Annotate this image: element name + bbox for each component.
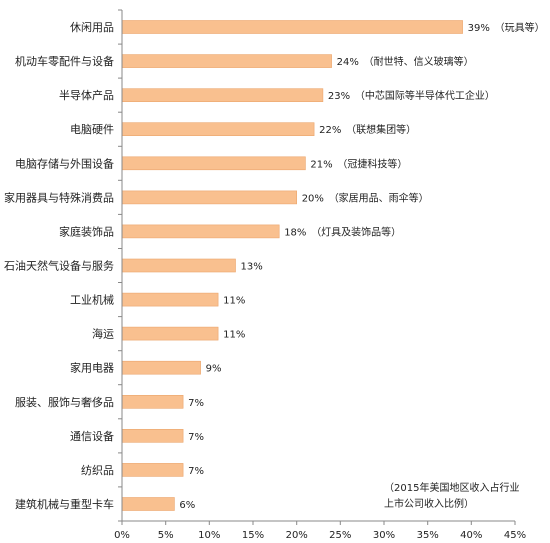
value-label: 23%	[328, 91, 350, 102]
category-label: 家用电器	[70, 361, 114, 375]
value-label: 6%	[179, 500, 195, 511]
value-label: 7%	[188, 398, 204, 409]
value-label: 18%	[284, 227, 306, 238]
value-label: 11%	[223, 330, 245, 341]
note-label: （玩具等）	[495, 21, 545, 34]
value-label: 13%	[241, 262, 263, 273]
x-tick-label: 20%	[286, 530, 308, 541]
x-tick-label: 0%	[114, 530, 130, 541]
value-label: 7%	[188, 432, 204, 443]
x-tick-label: 10%	[198, 530, 220, 541]
bar	[121, 54, 332, 68]
x-tick-label: 25%	[329, 530, 351, 541]
bar	[121, 20, 463, 34]
labels-layer: 休闲用品 39% （玩具等） 机动车零配件与设备 24% （耐世特、信义玻璃等） 半导体产品…	[4, 20, 545, 511]
bar	[121, 258, 236, 273]
chart-annotation-line-1: （2015年美国地区收入占行业	[384, 481, 519, 494]
value-label: 9%	[206, 364, 222, 375]
bar	[121, 156, 306, 171]
bar	[121, 190, 297, 205]
bar	[121, 88, 324, 102]
bar	[121, 497, 175, 511]
bar	[121, 394, 184, 409]
category-label: 通信设备	[70, 429, 114, 443]
value-label: 20%	[302, 193, 324, 204]
note-label: （冠捷科技等）	[337, 157, 407, 170]
bar	[121, 292, 219, 307]
category-label: 家庭装饰品	[59, 224, 114, 238]
x-tick-label: 35%	[417, 530, 439, 541]
bar	[121, 326, 219, 341]
x-tick-label: 40%	[460, 530, 482, 541]
category-label: 石油天然气设备与服务	[4, 259, 114, 273]
bar	[121, 360, 201, 375]
value-label: 39%	[468, 23, 490, 34]
x-tick-label: 5%	[158, 530, 174, 541]
x-tick-label: 30%	[373, 530, 395, 541]
note-label: （耐世特、信义玻璃等）	[364, 55, 474, 68]
note-label: （家居用品、雨伞等）	[329, 191, 429, 204]
category-label: 休闲用品	[70, 20, 114, 34]
category-label: 纺织品	[81, 463, 114, 477]
bar	[121, 122, 315, 136]
category-label: 机动车零配件与设备	[15, 54, 114, 68]
bar	[121, 428, 184, 443]
value-label: 22%	[319, 125, 341, 136]
x-tick-label: 15%	[242, 530, 264, 541]
category-label: 电脑存储与外围设备	[15, 156, 114, 170]
note-label: （灯具及装饰品等）	[311, 225, 401, 238]
category-label: 家用器具与特殊消费品	[4, 190, 114, 204]
value-label: 7%	[188, 466, 204, 477]
x-axis: 0% 5% 10% 15% 20% 25% 30% 35% 40% 45%	[114, 9, 526, 541]
x-tick-label: 45%	[504, 530, 526, 541]
category-label: 半导体产品	[59, 88, 114, 102]
category-label: 工业机械	[70, 293, 114, 307]
bar	[121, 224, 280, 239]
value-label: 21%	[310, 159, 332, 170]
value-label: 24%	[337, 57, 359, 68]
category-label: 海运	[92, 327, 114, 341]
note-label: （联想集团等）	[346, 123, 416, 136]
category-label: 建筑机械与重型卡车	[15, 497, 114, 511]
chart-annotation-line-2: 上市公司收入比例）	[384, 497, 474, 510]
value-label: 11%	[223, 296, 245, 307]
note-label: （中芯国际等半导体代工企业）	[355, 89, 495, 102]
category-label: 电脑硬件	[70, 123, 114, 136]
category-label: 服装、服饰与奢侈品	[15, 395, 114, 409]
bar	[121, 463, 184, 477]
